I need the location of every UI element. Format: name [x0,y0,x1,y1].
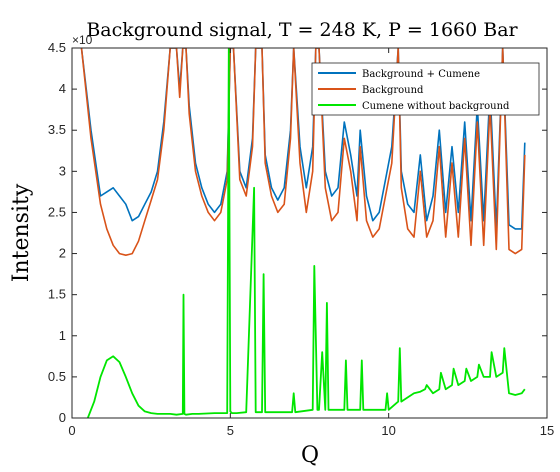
y-tick-label: 3 [59,163,66,178]
y-tick-label: 4.5 [48,40,66,55]
x-tick-label: 15 [540,423,554,438]
series-line-1 [80,48,526,256]
y-tick-label: 4 [59,81,66,96]
x-axis-label: Q [301,443,319,468]
x-tick-label: 5 [227,423,234,438]
chart-title: Background signal, T = 248 K, P = 1660 B… [86,19,518,41]
y-axis-label: Intensity [9,183,34,282]
series-line-2 [86,48,526,418]
y-tick-label: 2.5 [48,204,66,219]
y-tick-label: 1 [59,328,66,343]
legend-label-2: Cumene without background [362,101,510,112]
y-exponent-label: ×10 [72,33,93,47]
series-group [80,48,526,418]
y-tick-label: 3.5 [48,122,66,137]
legend: Background + Cumene Background Cumene wi… [311,62,540,116]
x-tick-label: 0 [68,423,75,438]
x-tick-label: 10 [381,423,395,438]
ticks-group: 0 5 10 15 0 0.5 1 1.5 2 2.5 3 3.5 4 4.5 [48,40,554,438]
y-tick-label: 0.5 [48,369,66,384]
y-tick-label: 1.5 [48,287,66,302]
y-tick-label: 2 [59,246,66,261]
legend-label-1: Background [362,85,424,96]
y-tick-label: 0 [59,410,66,425]
plot-frame [71,47,548,419]
legend-label-0: Background + Cumene [362,69,480,80]
